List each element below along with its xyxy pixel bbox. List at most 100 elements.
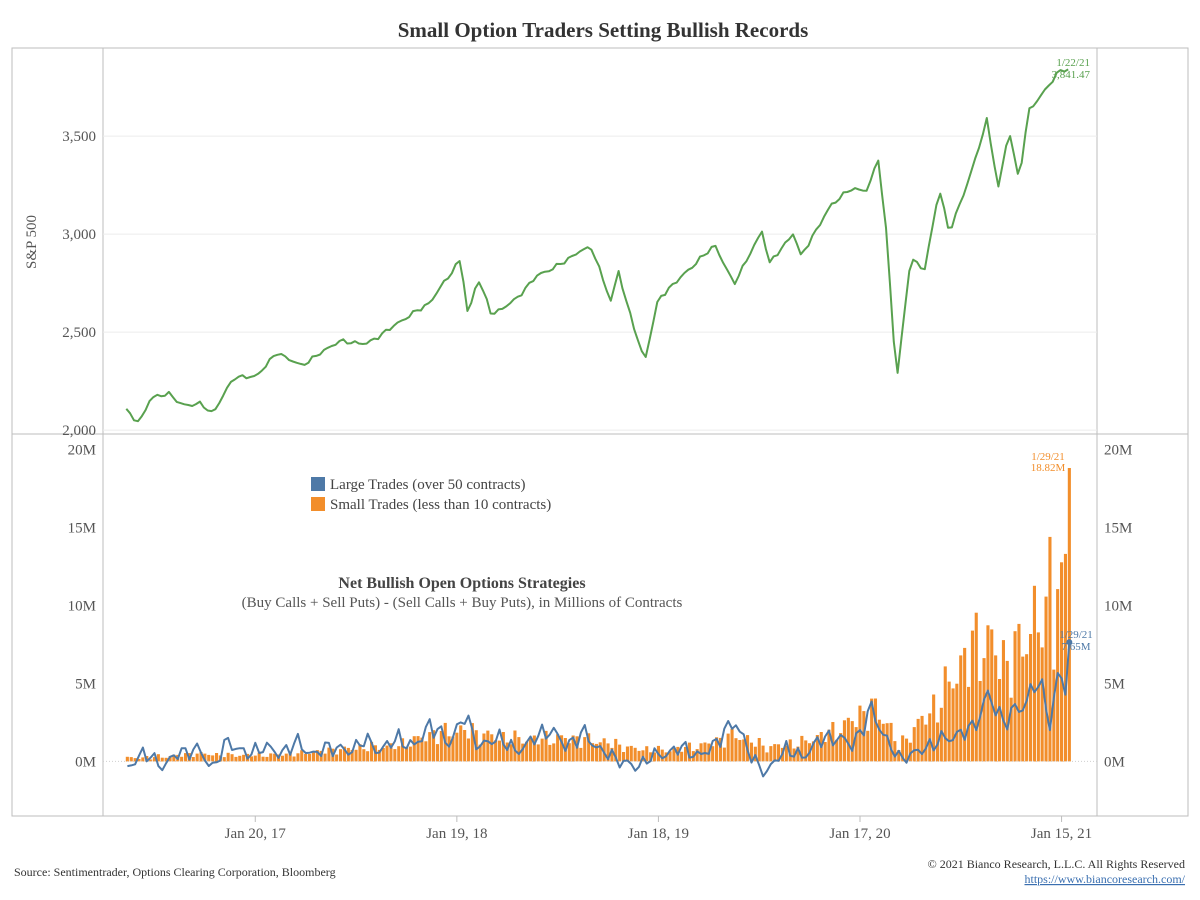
- small-trades-bar: [943, 666, 947, 762]
- small-trades-bar: [653, 752, 657, 762]
- large-trades-series: [127, 639, 1073, 778]
- small-trades-bar: [393, 749, 397, 762]
- annotation-title: Net Bullish Open Options Strategies: [338, 575, 585, 592]
- small-trades-bar: [1005, 660, 1009, 762]
- small-trades-bar: [494, 740, 498, 762]
- small-trades-bar: [525, 741, 529, 762]
- small-trades-bar: [866, 730, 870, 762]
- small-trades-bar: [536, 744, 540, 762]
- small-trades-bar: [532, 735, 536, 762]
- small-trades-bar: [404, 747, 408, 762]
- small-trades-bar: [342, 746, 346, 762]
- x-tick-label: Jan 19, 18: [426, 826, 487, 842]
- large-trades-callout-date: 1/29/21: [1059, 629, 1093, 641]
- small-trades-bar: [556, 734, 560, 762]
- small-trades-bar: [583, 737, 587, 762]
- small-trades-bar: [823, 742, 827, 762]
- small-trades-bar: [234, 756, 238, 762]
- small-trades-bar: [152, 757, 156, 762]
- small-trades-bar: [362, 749, 366, 762]
- small-trades-bar: [811, 741, 815, 762]
- top-gridlines: [103, 135, 1097, 431]
- small-trades-bar: [901, 735, 905, 762]
- small-trades-bar: [230, 754, 234, 762]
- small-trades-bar: [350, 749, 354, 762]
- small-trades-bar: [389, 743, 393, 762]
- small-trades-bar: [730, 728, 734, 762]
- small-trades-bar: [594, 743, 598, 762]
- small-trades-bar: [420, 737, 424, 762]
- small-trades-bar: [280, 755, 284, 762]
- small-trades-bar: [408, 746, 412, 762]
- small-trades-bar: [211, 755, 215, 762]
- small-trades-callout-value: 18.82M: [1031, 462, 1066, 474]
- sp500-callout: 1/22/21 3,841.47: [1052, 57, 1091, 81]
- small-trades-bar: [327, 747, 331, 762]
- small-trades-bar: [1063, 553, 1067, 762]
- bottom-right-y-tick-label: 15M: [1104, 521, 1132, 537]
- sp500-y-tick-label: 2,000: [62, 423, 96, 439]
- small-trades-bar: [164, 757, 168, 762]
- small-trades-bar: [629, 745, 633, 762]
- small-trades-bar: [873, 698, 877, 762]
- small-trades-bar: [1048, 536, 1052, 762]
- small-trades-bar: [242, 754, 246, 762]
- small-trades-bar: [718, 737, 722, 762]
- small-trades-bar: [614, 738, 618, 762]
- small-trades-bar: [982, 658, 986, 762]
- small-trades-bar: [897, 750, 901, 762]
- small-trades-bar: [846, 717, 850, 762]
- small-trades-bar: [773, 744, 777, 762]
- chart-title: Small Option Traders Setting Bullish Rec…: [398, 18, 809, 42]
- small-trades-bar: [839, 733, 843, 762]
- bottom-right-y-tick-label: 10M: [1104, 599, 1132, 615]
- small-trades-bar: [699, 743, 703, 762]
- small-trades-bar: [149, 759, 153, 762]
- small-trades-bar: [1001, 640, 1005, 762]
- small-trades-bar: [703, 742, 707, 762]
- small-trades-bar: [784, 745, 788, 762]
- small-trades-bar: [381, 748, 385, 762]
- small-trades-bar: [974, 612, 978, 762]
- small-trades-bar: [1060, 562, 1064, 762]
- small-trades-bar: [769, 746, 773, 762]
- small-trades-bar: [1067, 468, 1071, 762]
- small-trades-bar: [796, 746, 800, 762]
- small-trades-bar: [757, 738, 761, 762]
- bottom-y-axis-ticks: 0M 0M 5M 5M 10M 10M 15M 15M 20M 20M: [68, 443, 1133, 771]
- sp500-callout-value: 3,841.47: [1052, 69, 1091, 81]
- small-trades-bar: [416, 736, 420, 762]
- x-axis-ticks: Jan 20, 17 Jan 19, 18 Jan 18, 19 Jan 17, 20…: [225, 816, 1092, 842]
- small-trades-bar: [180, 756, 184, 762]
- small-trades-bar: [257, 752, 261, 762]
- small-trades-bar: [222, 757, 226, 762]
- small-trades-bar: [335, 754, 339, 762]
- small-trades-bar: [959, 655, 963, 762]
- small-trades-bar: [354, 749, 358, 762]
- small-trades-bar: [567, 743, 571, 762]
- website-link[interactable]: https://www.biancoresearch.com/: [1024, 872, 1185, 886]
- small-trades-bar: [602, 738, 606, 762]
- small-trades-bar: [463, 730, 467, 762]
- small-trades-bar: [850, 721, 854, 762]
- small-trades-bar: [684, 747, 688, 762]
- large-trades-callout: 1/29/21 7.65M: [1059, 629, 1093, 653]
- small-trades-bar: [215, 753, 219, 762]
- small-trades-bar: [517, 737, 521, 762]
- small-trades-bar: [432, 730, 436, 762]
- plot-frames: [11, 47, 1189, 817]
- small-trades-bar: [253, 755, 257, 762]
- small-trades-bar: [1017, 623, 1021, 762]
- small-trades-bar: [625, 746, 629, 762]
- small-trades-bars: [125, 468, 1071, 762]
- small-trades-bar: [560, 735, 564, 762]
- large-trades-line: [127, 642, 1071, 778]
- source-note: Source: Sentimentrader, Options Clearing…: [14, 865, 336, 879]
- small-trades-bar: [687, 742, 691, 762]
- bottom-right-y-tick-label: 20M: [1104, 443, 1132, 459]
- small-trades-bar: [466, 738, 470, 762]
- small-trades-bar: [273, 753, 277, 762]
- small-trades-bar: [854, 727, 858, 762]
- small-trades-bar: [587, 733, 591, 762]
